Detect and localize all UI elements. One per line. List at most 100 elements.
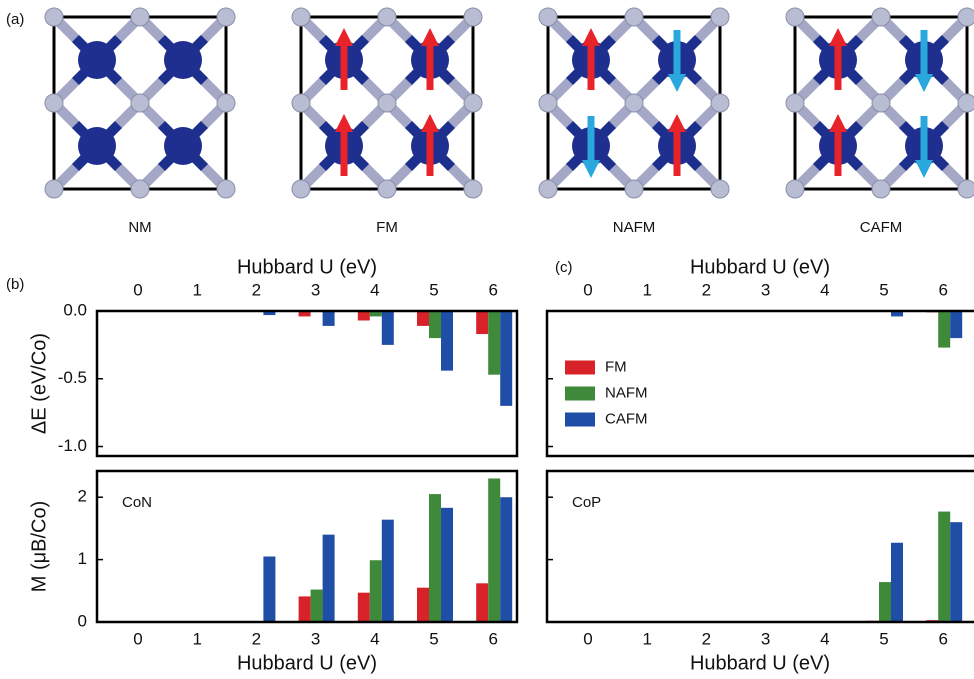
bar xyxy=(382,311,394,345)
x-tick-label: 2 xyxy=(252,629,261,648)
legend-label: NAFM xyxy=(605,384,648,401)
x-tick-label: 5 xyxy=(879,280,888,299)
co-atom xyxy=(78,41,116,79)
n-atom xyxy=(217,180,235,198)
n-atom xyxy=(378,180,396,198)
n-atom xyxy=(711,180,729,198)
x-axis-label: Hubbard U (eV) xyxy=(237,256,377,278)
n-atom xyxy=(45,94,63,112)
panel-label: (c) xyxy=(555,259,573,276)
n-atom xyxy=(292,180,310,198)
spin-arrow-head xyxy=(915,160,933,178)
x-tick-label: 4 xyxy=(370,629,379,648)
y-tick-label: 0 xyxy=(78,611,87,630)
spin-arrow-head xyxy=(421,28,439,46)
bar xyxy=(311,590,323,622)
y-tick-label: 2 xyxy=(78,487,87,506)
n-atom xyxy=(958,94,974,112)
spin-arrow-head xyxy=(335,114,353,132)
x-tick-label: 6 xyxy=(488,280,497,299)
x-tick-label: 0 xyxy=(583,280,592,299)
legend-label: FM xyxy=(605,358,627,375)
x-tick-label: 3 xyxy=(311,629,320,648)
x-tick-label: 2 xyxy=(702,280,711,299)
y-tick-label: -1.0 xyxy=(58,436,87,455)
x-tick-label: 1 xyxy=(642,280,651,299)
structure-label: NM xyxy=(128,219,151,236)
bar xyxy=(938,512,950,622)
spin-arrow-head xyxy=(421,114,439,132)
structure xyxy=(45,8,235,198)
n-atom xyxy=(217,8,235,26)
x-tick-label: 1 xyxy=(192,280,201,299)
legend-label: CAFM xyxy=(605,410,648,427)
n-atom xyxy=(958,180,974,198)
bar xyxy=(879,582,891,622)
structure xyxy=(786,8,974,198)
y-tick-label: 1 xyxy=(78,549,87,568)
spin-arrow-head xyxy=(335,28,353,46)
bar xyxy=(441,508,453,622)
n-atom xyxy=(131,180,149,198)
x-tick-label: 2 xyxy=(252,280,261,299)
x-tick-label: 6 xyxy=(488,629,497,648)
n-atom xyxy=(872,8,890,26)
n-atom xyxy=(131,8,149,26)
n-atom xyxy=(45,180,63,198)
x-tick-label: 3 xyxy=(311,280,320,299)
n-atom xyxy=(464,180,482,198)
bar xyxy=(950,311,962,338)
bar xyxy=(488,478,500,622)
x-tick-label: 4 xyxy=(820,280,829,299)
bar xyxy=(950,522,962,622)
bar xyxy=(323,311,335,326)
co-atom xyxy=(164,127,202,165)
spin-arrow-head xyxy=(829,28,847,46)
n-atom xyxy=(378,94,396,112)
bar xyxy=(441,311,453,371)
x-tick-label: 5 xyxy=(429,629,438,648)
n-atom xyxy=(464,94,482,112)
x-tick-label: 5 xyxy=(429,280,438,299)
n-atom xyxy=(625,180,643,198)
bar xyxy=(358,593,370,622)
x-tick-label: 1 xyxy=(192,629,201,648)
legend-swatch xyxy=(565,413,595,427)
spin-arrow-head xyxy=(829,114,847,132)
bar xyxy=(299,596,311,622)
n-atom xyxy=(625,8,643,26)
spin-arrow-head xyxy=(582,160,600,178)
n-atom xyxy=(217,94,235,112)
bar xyxy=(891,543,903,622)
bar xyxy=(500,497,512,622)
x-tick-label: 3 xyxy=(761,280,770,299)
n-atom xyxy=(711,94,729,112)
n-atom xyxy=(625,94,643,112)
co-atom xyxy=(164,41,202,79)
structure-label: FM xyxy=(376,219,398,236)
y-axis-label: M (μB/Co) xyxy=(28,501,50,593)
structure xyxy=(539,8,729,198)
x-tick-label: 6 xyxy=(938,280,947,299)
bar xyxy=(500,311,512,406)
n-atom xyxy=(872,180,890,198)
bar xyxy=(382,520,394,622)
x-tick-label: 0 xyxy=(583,629,592,648)
structure xyxy=(292,8,482,198)
y-tick-label: 0.0 xyxy=(63,300,87,319)
panel-label: (b) xyxy=(6,276,24,293)
bar xyxy=(938,311,950,348)
x-axis-label: Hubbard U (eV) xyxy=(690,652,830,674)
n-atom xyxy=(539,94,557,112)
n-atom xyxy=(464,8,482,26)
x-tick-label: 3 xyxy=(761,629,770,648)
x-tick-label: 2 xyxy=(702,629,711,648)
bar xyxy=(358,311,370,320)
x-tick-label: 4 xyxy=(820,629,829,648)
annotation: CoP xyxy=(572,494,601,511)
n-atom xyxy=(539,180,557,198)
legend-swatch xyxy=(565,387,595,401)
spin-arrow-head xyxy=(915,74,933,92)
bar xyxy=(417,588,429,622)
n-atom xyxy=(872,94,890,112)
